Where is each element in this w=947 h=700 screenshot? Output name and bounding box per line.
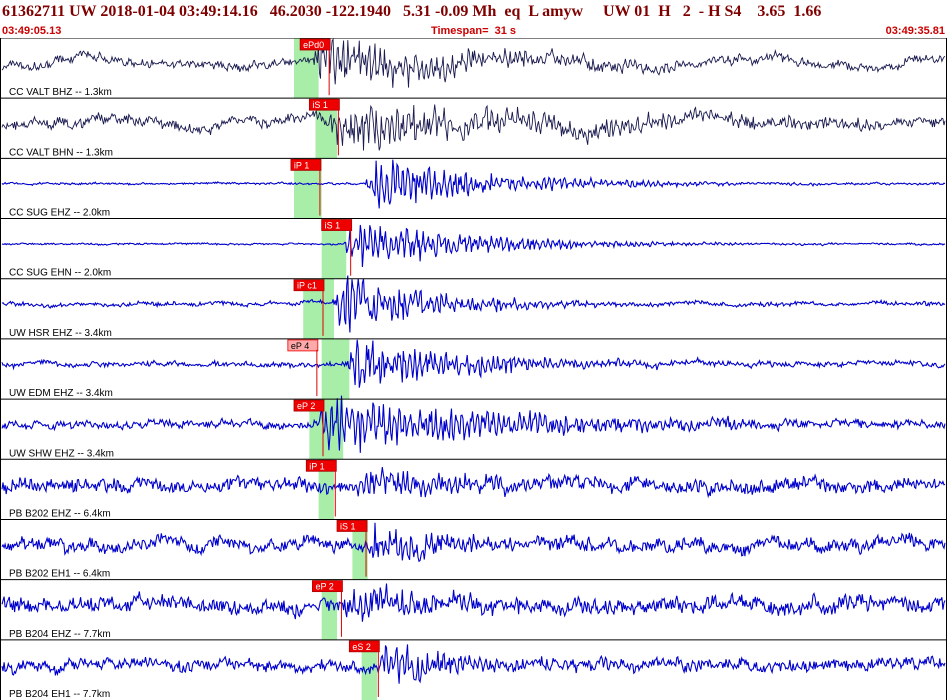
timespan-label: Timespan= 31 s <box>430 25 517 37</box>
waveform-trace <box>1 224 946 268</box>
channel-label: CC SUG EHN -- 2.0km <box>9 268 111 279</box>
channel-label: PB B202 EHZ -- 6.4km <box>9 508 111 519</box>
phase-picks: ePd0 iS 1 iP 1 iS 1 iP c1 eP 4 eP 2 iP 1 iS 1 eP … <box>287 38 380 697</box>
waveform-trace <box>1 583 946 622</box>
pick-marker[interactable] <box>287 339 319 352</box>
waveform-trace <box>1 644 946 684</box>
waveform-trace <box>1 395 946 453</box>
channel-label: CC VALT BHN -- 1.3km <box>9 147 113 158</box>
panel-frames <box>0 38 947 700</box>
start-time-label: 03:49:05.13 <box>2 25 62 37</box>
channel-label: PB B204 EH1 -- 7.7km <box>9 689 110 700</box>
waveform-trace <box>1 159 946 209</box>
pick-marker[interactable] <box>305 459 337 472</box>
pick-marker[interactable] <box>336 520 368 532</box>
waveform-trace <box>1 104 946 151</box>
waveform-trace <box>1 38 946 88</box>
waveform-trace <box>1 339 946 388</box>
pick-label: iS 1 <box>340 521 356 531</box>
pick-label: iP c1 <box>297 281 317 291</box>
pick-label: eP 4 <box>291 341 309 351</box>
pick-label: iS 1 <box>312 100 328 110</box>
event-header-title: 61362711 UW 2018-01-04 03:49:14.16 46.20… <box>2 3 822 20</box>
pick-label: iP 1 <box>309 461 324 471</box>
pick-label: eS 2 <box>352 642 371 652</box>
channel-label: PB B204 EHZ -- 7.7km <box>9 629 111 640</box>
pick-marker[interactable] <box>312 580 343 593</box>
pick-marker[interactable] <box>293 399 325 412</box>
pick-label: iS 1 <box>325 221 341 231</box>
pick-label: ePd0 <box>303 40 324 50</box>
pick-marker[interactable] <box>348 640 380 653</box>
channel-label: UW SHW EHZ -- 3.4km <box>9 448 114 459</box>
channel-label: CC SUG EHZ -- 2.0km <box>9 208 110 219</box>
pick-marker[interactable] <box>321 219 353 231</box>
pick-marker[interactable] <box>293 279 325 292</box>
end-time-label: 03:49:35.81 <box>885 25 945 37</box>
channel-label: UW EDM EHZ -- 3.4km <box>9 388 113 399</box>
pick-label: eP 2 <box>297 401 315 411</box>
traces <box>1 38 946 684</box>
channel-label: CC VALT BHZ -- 1.3km <box>9 87 112 98</box>
channel-label: PB B202 EH1 -- 6.4km <box>9 569 110 580</box>
seismogram-plot[interactable]: ePd0 iS 1 iP 1 iS 1 iP c1 eP 4 eP 2 iP 1 iS 1 eP … <box>0 38 947 700</box>
pick-windows <box>293 38 377 700</box>
pick-window <box>321 338 350 400</box>
pick-window <box>315 98 338 159</box>
pick-marker[interactable] <box>290 158 322 171</box>
pick-label: iP 1 <box>294 160 309 170</box>
pick-label: eP 2 <box>315 582 333 592</box>
pick-marker[interactable] <box>299 38 331 51</box>
waveform-trace <box>1 522 946 563</box>
waveform-trace <box>1 467 946 499</box>
channel-labels: CC VALT BHZ -- 1.3km CC VALT BHN -- 1.3km… <box>9 87 114 700</box>
channel-label: UW HSR EHZ -- 3.4km <box>9 328 112 339</box>
pick-marker[interactable] <box>308 98 340 111</box>
waveform-trace <box>1 275 946 333</box>
